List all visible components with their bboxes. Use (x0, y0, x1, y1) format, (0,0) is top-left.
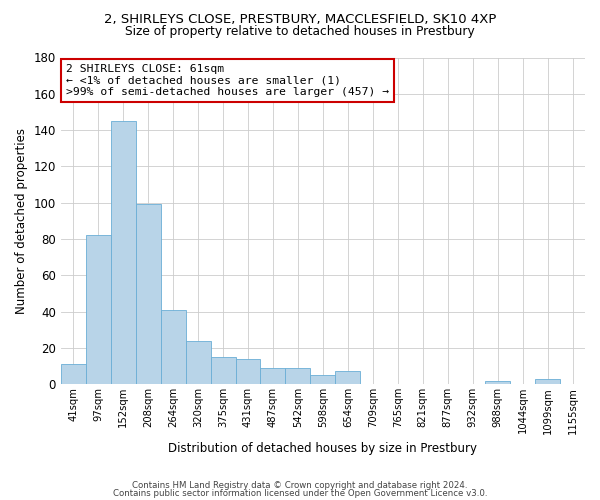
Bar (86, 236, 111, 384)
Text: 2, SHIRLEYS CLOSE, PRESTBURY, MACCLESFIELD, SK10 4XP: 2, SHIRLEYS CLOSE, PRESTBURY, MACCLESFIE… (104, 12, 496, 26)
Bar (61, 364, 86, 384)
Bar (335, 372, 361, 384)
Bar (286, 368, 310, 384)
Bar (485, 380, 510, 384)
Bar (211, 357, 236, 384)
Bar (236, 358, 260, 384)
Bar (260, 368, 286, 384)
Bar (310, 375, 335, 384)
Y-axis label: Number of detached properties: Number of detached properties (15, 128, 28, 314)
Text: Contains HM Land Registry data © Crown copyright and database right 2024.: Contains HM Land Registry data © Crown c… (132, 481, 468, 490)
Bar (535, 378, 560, 384)
Text: 2 SHIRLEYS CLOSE: 61sqm
← <1% of detached houses are smaller (1)
>99% of semi-de: 2 SHIRLEYS CLOSE: 61sqm ← <1% of detache… (66, 64, 389, 97)
Text: Contains public sector information licensed under the Open Government Licence v3: Contains public sector information licen… (113, 488, 487, 498)
Bar (136, 204, 161, 384)
X-axis label: Distribution of detached houses by size in Prestbury: Distribution of detached houses by size … (169, 442, 478, 455)
Text: Size of property relative to detached houses in Prestbury: Size of property relative to detached ho… (125, 25, 475, 38)
Bar (161, 310, 185, 384)
Bar (111, 121, 136, 384)
Bar (185, 340, 211, 384)
